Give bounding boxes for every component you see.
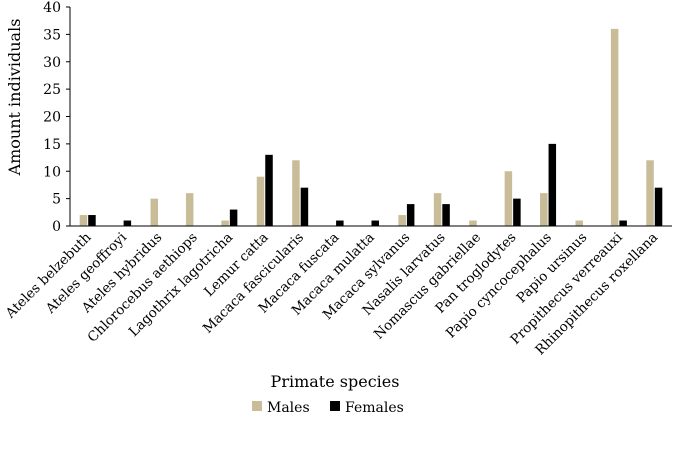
y-tick-label: 40 bbox=[43, 0, 61, 16]
y-tick-label: 20 bbox=[43, 110, 61, 126]
y-axis-title: Amount individuals bbox=[5, 19, 24, 177]
bar-males-10 bbox=[433, 193, 442, 226]
bar-females-16 bbox=[654, 187, 663, 226]
legend-swatch-females bbox=[330, 401, 340, 411]
y-tick-label: 10 bbox=[43, 164, 61, 180]
bar-males-11 bbox=[469, 220, 477, 226]
y-tick-label: 35 bbox=[43, 27, 61, 43]
bars bbox=[79, 28, 663, 227]
y-axis-ticks: 0 5 10 15 20 25 30 35 40 bbox=[43, 0, 70, 235]
bar-males-13 bbox=[540, 193, 548, 226]
bar-males-5 bbox=[256, 176, 265, 226]
x-axis-title: Primate species bbox=[271, 372, 400, 391]
bar-females-0 bbox=[88, 215, 96, 226]
bar-males-0 bbox=[79, 215, 88, 226]
bar-females-10 bbox=[442, 204, 450, 226]
bar-males-14 bbox=[575, 220, 583, 226]
bar-females-6 bbox=[300, 187, 309, 226]
bar-females-7 bbox=[336, 220, 344, 226]
bar-females-12 bbox=[513, 198, 521, 226]
bar-males-16 bbox=[646, 160, 654, 226]
bar-males-15 bbox=[610, 28, 619, 227]
bar-females-1 bbox=[123, 220, 132, 226]
bar-females-4 bbox=[229, 209, 238, 226]
bar-females-15 bbox=[619, 220, 627, 226]
legend-label-males: Males bbox=[267, 400, 310, 416]
bar-females-9 bbox=[406, 204, 415, 226]
bar-females-8 bbox=[371, 220, 379, 226]
y-tick-label: 15 bbox=[43, 137, 61, 153]
legend-label-females: Females bbox=[345, 400, 404, 416]
bar-females-13 bbox=[548, 143, 557, 226]
bar-males-4 bbox=[221, 220, 229, 226]
y-tick-label: 5 bbox=[52, 192, 61, 208]
bar-males-9 bbox=[398, 215, 406, 226]
legend: Males Females bbox=[252, 400, 404, 416]
y-tick-label: 30 bbox=[43, 55, 61, 71]
y-tick-label: 0 bbox=[52, 219, 61, 235]
bar-males-6 bbox=[292, 160, 300, 226]
bar-males-3 bbox=[185, 193, 194, 226]
bar-males-12 bbox=[504, 171, 513, 226]
legend-swatch-males bbox=[252, 401, 262, 411]
bar-females-5 bbox=[265, 154, 273, 226]
y-tick-label: 25 bbox=[43, 82, 61, 98]
bar-males-2 bbox=[150, 198, 159, 226]
